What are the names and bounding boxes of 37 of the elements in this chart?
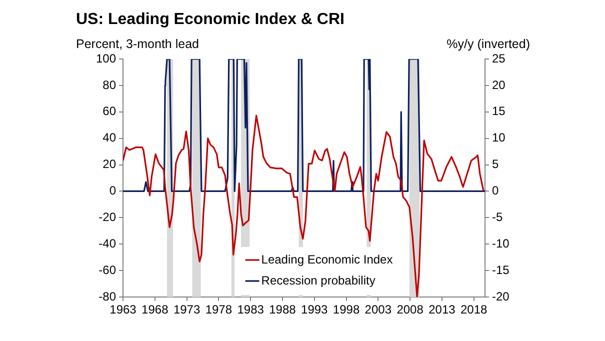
y-axis-title: Percent, 3-month lead [76,37,200,51]
x-tick-label: 2008 [396,302,424,317]
legend-label: Recession probability [261,273,376,288]
x-tick-label: 1968 [142,302,169,317]
x-tick-label: 1983 [237,302,264,317]
y-tick-label: 0 [109,184,116,198]
x-tick-label: 1973 [173,302,200,317]
y2-tick-label: 10 [492,130,506,145]
y-tick-label: -40 [98,236,116,250]
x-tick-label: 2013 [428,302,456,317]
y2-tick-label: 5 [492,157,499,172]
legend-label: Leading Economic Index [261,252,393,266]
y2-tick-label: -10 [492,236,510,250]
y-tick-label: -20 [98,210,116,224]
y2-axis-title: %y/y (inverted) [446,37,530,51]
y-tick-label: 20 [102,157,116,172]
y-tick-label: 40 [102,130,116,145]
y-tick-label: -80 [98,289,116,304]
y-tick-label: 100 [96,51,116,66]
x-tick-label: 1998 [332,302,360,317]
y2-tick-label: -15 [492,262,510,277]
y2-tick-label: 15 [492,104,506,118]
chart-title: US: Leading Economic Index & CRI [76,11,344,28]
y2-tick-label: 25 [492,51,506,66]
x-tick-label: 1963 [110,302,137,317]
y2-tick-label: -20 [492,289,510,304]
y-tick-label: 60 [102,104,116,118]
x-tick-label: 2018 [460,302,488,317]
x-tick-label: 2003 [364,302,392,317]
x-tick-label: 1988 [269,302,296,317]
y2-tick-label: 0 [492,184,499,198]
x-tick-label: 1993 [301,302,328,317]
y-tick-label: -60 [98,262,116,277]
y2-tick-label: 20 [492,78,506,92]
x-tick-label: 1978 [205,302,232,317]
y2-tick-label: -5 [492,210,503,224]
y-tick-label: 80 [102,78,116,92]
